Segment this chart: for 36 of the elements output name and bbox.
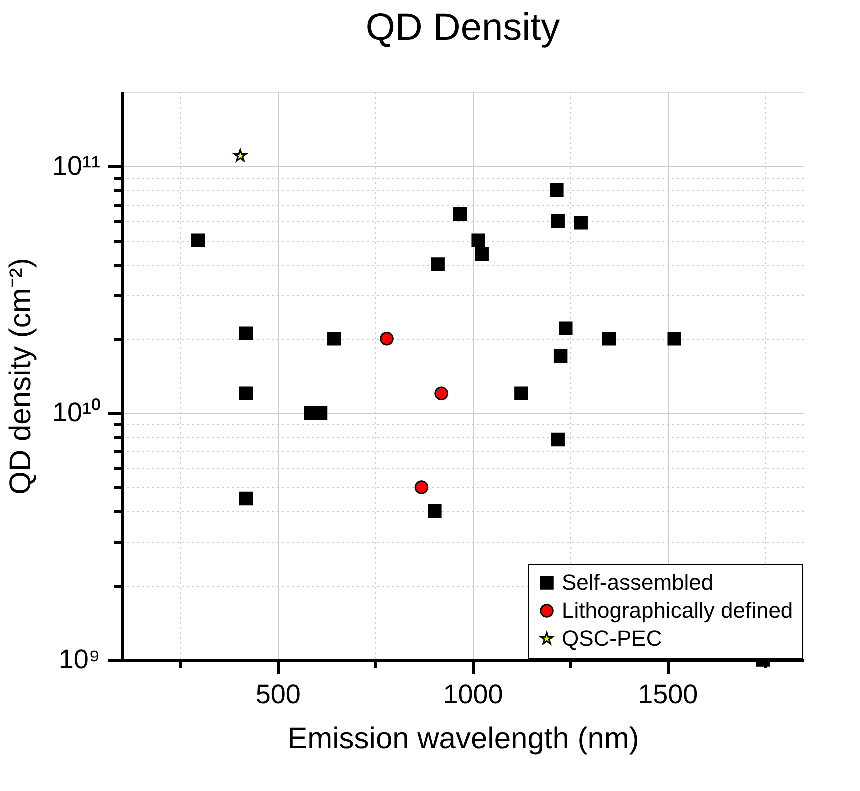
chart-title: QD Density [366, 7, 560, 49]
y-tick-label: 10¹⁰ [52, 398, 100, 428]
point [554, 349, 568, 364]
point [192, 234, 206, 248]
point [328, 332, 342, 346]
point [428, 504, 442, 518]
y-tick-label: 10⁹ [58, 644, 100, 674]
point [239, 492, 254, 506]
point [551, 432, 565, 447]
point [234, 149, 248, 162]
point [475, 247, 489, 262]
point [431, 258, 445, 272]
point [239, 326, 254, 340]
point [574, 216, 588, 230]
point [514, 386, 528, 400]
point [434, 386, 448, 400]
point [314, 406, 328, 420]
point [472, 234, 486, 248]
x-axis-title: Emission wavelength (nm) [288, 722, 640, 756]
point [559, 322, 573, 336]
point [380, 332, 394, 346]
x-tick-label: 500 [256, 680, 301, 710]
point [453, 207, 468, 222]
legend-label: Self-assembled [562, 570, 714, 595]
legend-label: Lithographically defined [562, 598, 794, 623]
point [414, 480, 429, 494]
y-tick-label: 10¹¹ [52, 150, 101, 181]
point [668, 332, 682, 346]
point [239, 386, 254, 400]
point [602, 332, 616, 346]
x-tick-label: 1000 [443, 680, 504, 710]
x-tick-label: 1500 [638, 680, 698, 710]
point [550, 183, 564, 198]
point [551, 214, 565, 228]
y-axis-title: QD density (cm⁻²) [4, 258, 38, 495]
legend-label: QSC-PEC [562, 626, 662, 651]
